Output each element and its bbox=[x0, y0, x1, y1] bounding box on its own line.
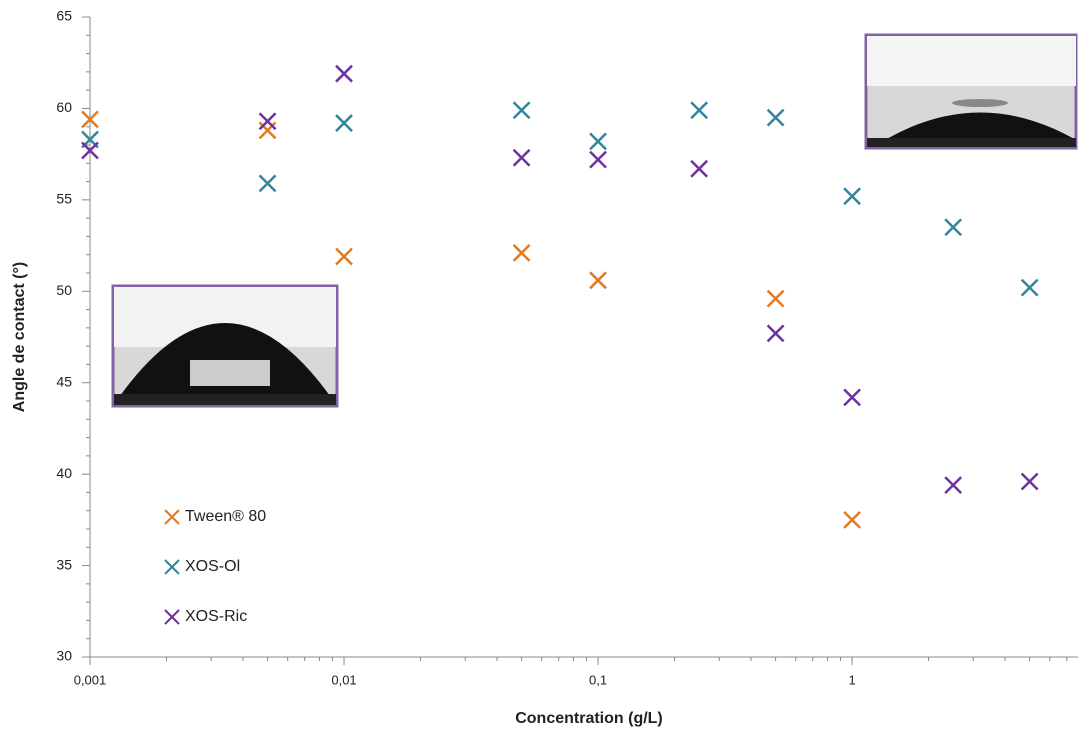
marker bbox=[690, 101, 709, 120]
marker bbox=[258, 121, 277, 140]
marker bbox=[335, 114, 353, 132]
y-tick-label: 30 bbox=[56, 648, 72, 664]
marker bbox=[335, 247, 353, 266]
inset-left bbox=[111, 284, 339, 408]
x-tick-label: 0,01 bbox=[331, 672, 356, 687]
x-tick-label: 0,1 bbox=[589, 672, 607, 687]
legend-label: XOS-Ol bbox=[185, 558, 240, 575]
marker bbox=[512, 148, 531, 167]
y-tick-label: 45 bbox=[56, 373, 72, 389]
legend-label: XOS-Ric bbox=[185, 608, 247, 625]
marker bbox=[589, 271, 607, 290]
legend-marker bbox=[164, 609, 180, 625]
y-tick-label: 65 bbox=[56, 8, 72, 24]
x-tick-label: 1 bbox=[848, 672, 855, 687]
marker bbox=[843, 187, 861, 206]
marker bbox=[512, 244, 531, 262]
legend-label: Tween® 80 bbox=[185, 508, 266, 525]
marker bbox=[258, 112, 277, 131]
marker bbox=[1020, 472, 1039, 491]
marker bbox=[944, 476, 963, 494]
y-axis-title: Angle de contact (°) bbox=[11, 262, 28, 412]
y-tick-label: 55 bbox=[56, 191, 72, 207]
marker bbox=[766, 324, 785, 343]
marker bbox=[258, 174, 277, 193]
marker bbox=[589, 132, 607, 151]
x-tick-label: 0,001 bbox=[74, 672, 107, 687]
marker bbox=[81, 141, 99, 160]
y-tick-label: 35 bbox=[56, 556, 72, 572]
legend-marker bbox=[164, 509, 180, 525]
marker bbox=[81, 110, 99, 129]
marker bbox=[944, 218, 963, 237]
legend-marker bbox=[164, 559, 180, 575]
marker bbox=[589, 150, 607, 169]
y-tick-label: 40 bbox=[56, 465, 72, 481]
marker bbox=[843, 388, 861, 407]
marker bbox=[335, 64, 353, 83]
marker bbox=[766, 108, 785, 127]
marker bbox=[512, 101, 531, 120]
y-tick-label: 60 bbox=[56, 99, 72, 115]
inset-right bbox=[864, 33, 1078, 150]
x-axis-title: Concentration (g/L) bbox=[515, 710, 663, 727]
marker bbox=[1020, 278, 1039, 297]
marker bbox=[690, 159, 709, 178]
y-tick-label: 50 bbox=[56, 282, 72, 298]
marker bbox=[766, 289, 785, 308]
marker bbox=[843, 510, 861, 529]
